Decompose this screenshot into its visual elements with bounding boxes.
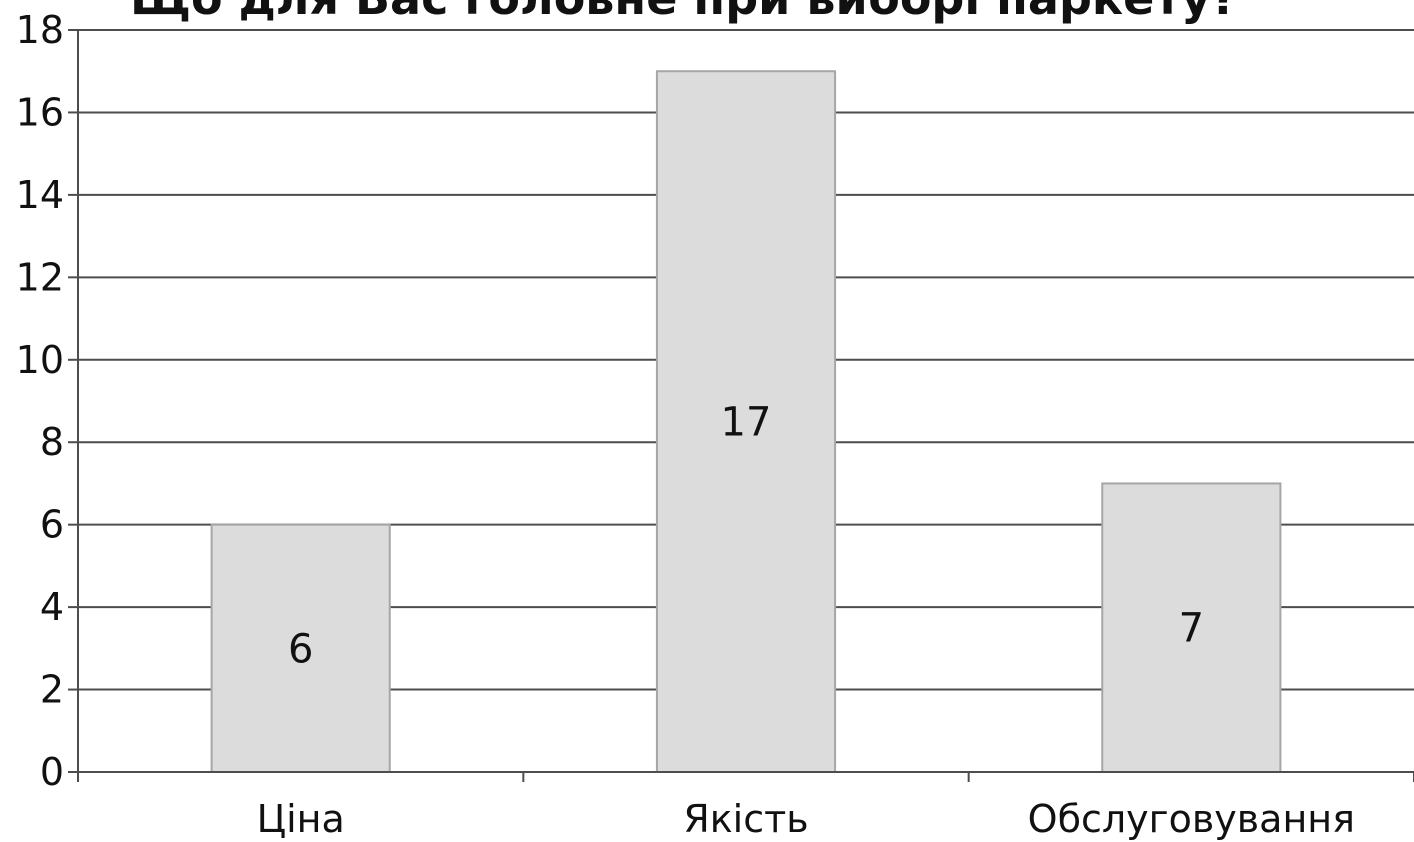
y-tick-label: 16 (16, 90, 64, 134)
x-category-label: Обслуговування (1028, 797, 1355, 841)
x-category-label: Якість (683, 797, 808, 841)
axes (68, 29, 1414, 782)
data-label: 17 (721, 400, 772, 446)
title-layer: Що для Вас головне при виборі паркету? (130, 0, 1238, 25)
labels: 0 2 4 6 8 10 12 14 16 18 6 Ціна 17 Якість 7 Обслуговува… (16, 8, 1355, 841)
data-label: 6 (288, 626, 313, 672)
y-tick-label: 4 (40, 585, 64, 629)
y-tick-label: 2 (40, 668, 64, 712)
y-tick-label: 12 (16, 255, 64, 299)
y-tick-label: 18 (16, 8, 64, 52)
y-tick-label: 8 (40, 420, 64, 464)
x-category-label: Ціна (257, 797, 345, 841)
chart-title: Що для Вас головне при виборі паркету? (130, 0, 1238, 25)
y-tick-label: 0 (40, 750, 64, 794)
y-tick-label: 14 (16, 173, 64, 217)
bar-0 (210, 523, 391, 774)
bars (210, 70, 1282, 774)
data-label: 7 (1179, 606, 1204, 652)
y-tick-label: 6 (40, 503, 64, 547)
y-tick-label: 10 (16, 338, 64, 382)
